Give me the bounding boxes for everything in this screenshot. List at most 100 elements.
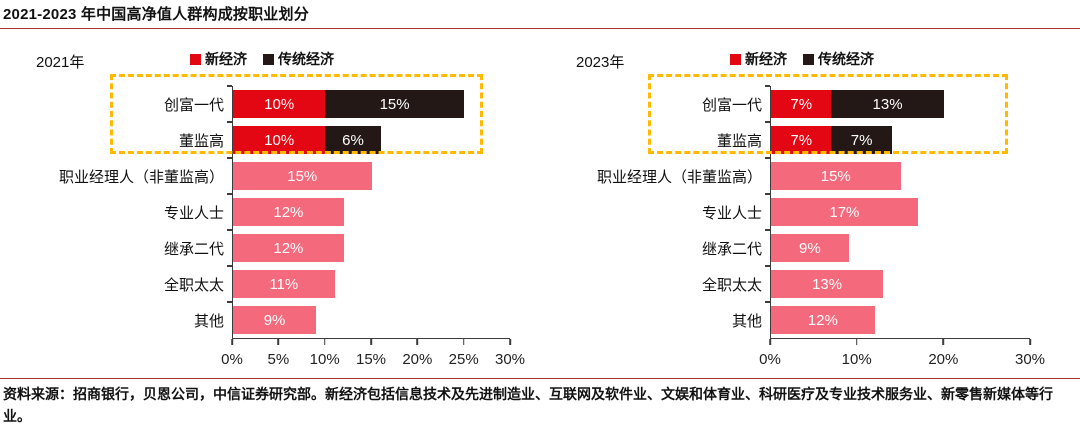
plot-rows: 创富一代 10% 15% 董监高 10% 6% 职业经理人（非董监高） 15% 专业人士 12% 继…: [0, 85, 510, 338]
bar-value-label: 12%: [807, 311, 838, 329]
chart-row: 专业人士 12%: [0, 193, 510, 230]
bar-segment-合计: 12%: [233, 198, 344, 226]
bar-value-label: 13%: [812, 275, 843, 293]
category-label: 其他: [731, 312, 762, 330]
bar-segment-新经济: 7%: [771, 90, 832, 118]
bar-value-label: 13%: [872, 95, 903, 113]
category-label: 全职太太: [163, 276, 224, 294]
bar-value-label: 12%: [273, 239, 304, 257]
legend-swatch-new-economy-icon: [190, 53, 201, 65]
bar-track: 10% 6%: [227, 121, 510, 158]
bar-track: 9%: [765, 229, 1030, 266]
bar-segment-新经济: 10%: [233, 90, 326, 118]
axis-tick-label: 25%: [448, 351, 479, 368]
bar-value-label: 12%: [273, 203, 304, 221]
chart-row: 专业人士 17%: [540, 193, 1030, 230]
category-label: 职业经理人（非董监高）: [596, 168, 762, 186]
bar-segment-合计: 9%: [233, 306, 317, 334]
highlight-dashed-box: [110, 74, 483, 154]
source-note-section: 资料来源：招商银行，贝恩公司，中信证券研究部。新经济包括信息技术及先进制造业、互…: [0, 378, 1080, 427]
axis-tick: [416, 339, 419, 345]
category-label: 全职太太: [701, 276, 762, 294]
axis-tick-label: 20%: [928, 351, 959, 368]
chart-row: 董监高 10% 6%: [0, 121, 510, 158]
category-label: 其他: [193, 312, 224, 330]
bar-value-label: 7%: [790, 95, 813, 113]
category-label: 董监高: [178, 132, 224, 150]
chart-row: 创富一代 7% 13%: [540, 85, 1030, 122]
bar-track: 17%: [765, 193, 1030, 230]
bar-segment-合计: 15%: [233, 162, 372, 190]
bar-value-label: 9%: [799, 239, 821, 257]
bar-track: 12%: [765, 301, 1030, 338]
bar-value-label: 10%: [264, 131, 295, 149]
chart-row: 其他 9%: [0, 301, 510, 338]
legend-label-new-economy: 新经济: [205, 51, 247, 67]
bar-track: 15%: [765, 157, 1030, 194]
bar-segment-合计: 15%: [771, 162, 901, 190]
axis-tick-label: 30%: [1014, 351, 1046, 368]
plot-rows: 创富一代 7% 13% 董监高 7% 7% 职业经理人（非董监高） 15% 专业人士 17% 继承二…: [540, 85, 1030, 338]
legend-item-traditional-economy: 传统经济: [263, 49, 334, 69]
legend-item-new-economy: 新经济: [190, 49, 247, 69]
legend-label-new-economy: 新经济: [745, 51, 787, 67]
charts-area: 2021年 新经济 传统经济 创富一代 10% 15% 董监高 10% 6% 职业经理人（非…: [0, 29, 1080, 376]
axis-tick: [509, 339, 511, 345]
axis-tick-label: 5%: [267, 351, 290, 368]
bar-track: 12%: [227, 229, 510, 266]
chart-row: 董监高 7% 7%: [540, 121, 1030, 158]
axis-tick-label: 20%: [402, 351, 433, 368]
chart-year-label: 2021年: [36, 54, 85, 71]
legend-label-traditional-economy: 传统经济: [818, 51, 874, 67]
legend-swatch-new-economy-icon: [730, 53, 741, 65]
chart-row: 继承二代 12%: [0, 229, 510, 266]
category-label: 董监高: [716, 132, 762, 150]
bar-segment-新经济: 7%: [771, 126, 832, 154]
figure-title: 2021-2023 年中国高净值人群构成按职业划分: [3, 6, 309, 23]
x-axis: 0% 10% 20% 30%: [759, 338, 1045, 368]
bar-segment-合计: 11%: [233, 270, 335, 298]
axis-tick: [370, 339, 372, 345]
category-label: 创富一代: [163, 96, 224, 114]
bar-value-label: 15%: [287, 167, 318, 185]
bar-segment-合计: 12%: [233, 234, 344, 262]
bar-value-label: 17%: [829, 203, 860, 221]
chart-2021: 2021年 新经济 传统经济 创富一代 10% 15% 董监高 10% 6% 职业经理人（非…: [0, 29, 540, 376]
title-divider: [0, 28, 1080, 29]
chart-2023: 2023年 新经济 传统经济 创富一代 7% 13% 董监高 7% 7% 职业经理人（非董监…: [540, 29, 1080, 376]
chart-legend: 新经济 传统经济: [730, 49, 874, 69]
source-note: 资料来源：招商银行，贝恩公司，中信证券研究部。新经济包括信息技术及先进制造业、互…: [3, 386, 1053, 424]
bar-segment-传统经济: 15%: [325, 90, 464, 118]
category-label: 创富一代: [701, 96, 762, 114]
bar-track: 7% 7%: [765, 121, 1030, 158]
axis-tick-label: 10%: [841, 351, 872, 368]
category-label: 职业经理人（非董监高）: [58, 168, 224, 186]
category-label: 继承二代: [701, 240, 762, 258]
bar-track: 12%: [227, 193, 510, 230]
axis-tick: [942, 339, 945, 345]
chart-row: 职业经理人（非董监高） 15%: [0, 157, 510, 194]
bar-track: 10% 15%: [227, 85, 510, 122]
chart-year-label: 2023年: [576, 54, 625, 71]
bar-segment-传统经济: 6%: [325, 126, 381, 154]
bar-value-label: 10%: [264, 95, 295, 113]
bar-track: 11%: [227, 265, 510, 302]
legend-swatch-traditional-economy-icon: [263, 53, 274, 65]
bar-segment-传统经济: 13%: [831, 90, 944, 118]
category-label: 专业人士: [163, 204, 224, 222]
chart-row: 全职太太 13%: [540, 265, 1030, 302]
chart-legend: 新经济 传统经济: [190, 49, 334, 69]
bar-segment-新经济: 10%: [233, 126, 326, 154]
axis-tick: [462, 339, 465, 345]
chart-row: 职业经理人（非董监高） 15%: [540, 157, 1030, 194]
bar-value-label: 15%: [820, 167, 851, 185]
axis-tick: [231, 339, 233, 345]
bar-track: 13%: [765, 265, 1030, 302]
axis-tick: [855, 339, 858, 345]
axis-tick: [1029, 339, 1031, 345]
bar-value-label: 15%: [379, 95, 410, 113]
chart-row: 其他 12%: [540, 301, 1030, 338]
axis-tick-label: 0%: [759, 351, 781, 368]
bar-segment-合计: 12%: [771, 306, 875, 334]
bar-segment-合计: 9%: [771, 234, 849, 262]
